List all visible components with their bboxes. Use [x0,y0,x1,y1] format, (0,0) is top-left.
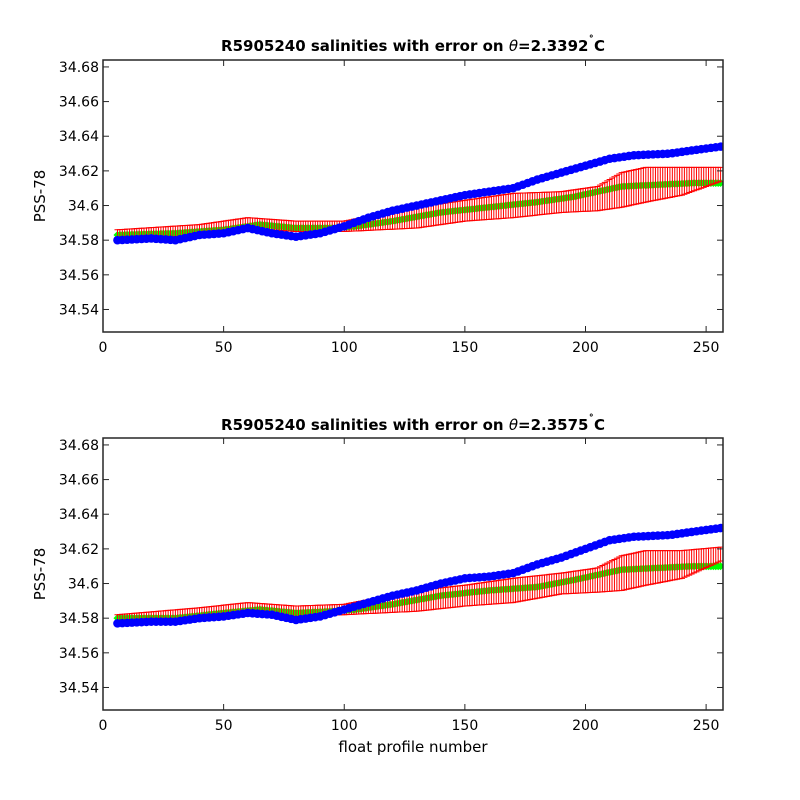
y-tick-label: 34.62 [59,164,99,180]
top-panel-ticks: 0 50 100 150 200 250 34.54 34.56 34.58 34.6 34.62 3… [59,60,723,356]
x-tick-label: 150 [452,718,479,734]
bottom-panel-data-marks [113,523,723,628]
top-salinity-panel: R5905240 salinities with error on θ=2.33… [31,34,724,356]
x-tick-label: 200 [572,718,599,734]
y-tick-label: 34.64 [59,507,99,523]
x-tick-label: 0 [99,718,108,734]
bottom-panel-title: R5905240 salinities with error on θ=2.35… [221,413,605,434]
x-tick-label: 200 [572,340,599,356]
y-tick-label: 34.56 [59,268,99,284]
y-tick-label: 34.6 [68,199,99,215]
bottom-panel-ticks: 0 50 100 150 200 250 34.54 34.56 34.58 34.6 34.62 3… [59,438,723,734]
y-tick-label: 34.62 [59,542,99,558]
x-tick-label: 100 [331,340,358,356]
y-tick-label: 34.58 [59,611,99,627]
y-tick-label: 34.54 [59,680,99,696]
plot-area [113,142,723,245]
y-tick-label: 34.66 [59,473,99,489]
y-tick-label: 34.68 [59,438,99,454]
plot-area [113,523,723,628]
mapped-salinity-point [716,562,723,571]
x-tick-label: 150 [452,340,479,356]
float-salinity-point [716,523,723,533]
bottom-panel-y-axis-label: PSS-78 [31,548,49,601]
y-tick-label: 34.6 [68,577,99,593]
y-tick-label: 34.64 [59,129,99,145]
x-tick-label: 250 [693,340,720,356]
top-panel-axes-box [102,59,724,333]
x-axis-label: float profile number [338,738,488,756]
y-tick-label: 34.54 [59,302,99,318]
x-tick-label: 50 [215,718,233,734]
y-tick-label: 34.58 [59,233,99,249]
x-tick-label: 250 [693,718,720,734]
top-panel-data-marks [113,142,723,245]
x-tick-label: 100 [331,718,358,734]
y-tick-label: 34.68 [59,60,99,76]
x-tick-label: 50 [215,340,233,356]
bottom-panel-axes-box [102,437,724,711]
x-tick-label: 0 [99,340,108,356]
y-tick-label: 34.66 [59,95,99,111]
float-salinity-point [716,142,723,151]
bottom-salinity-panel: R5905240 salinities with error on θ=2.35… [31,413,724,734]
top-panel-y-axis-label: PSS-78 [31,170,49,223]
y-tick-label: 34.56 [59,646,99,662]
top-panel-title: R5905240 salinities with error on θ=2.33… [221,34,605,55]
